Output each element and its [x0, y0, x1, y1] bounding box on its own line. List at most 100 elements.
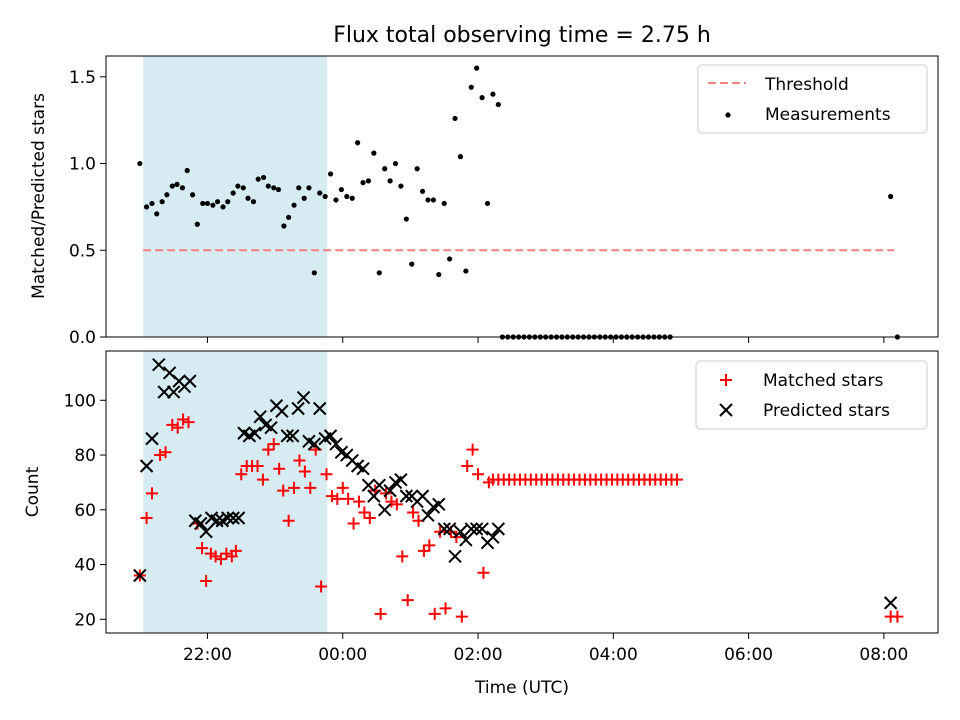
chart-title: Flux total observing time = 2.75 h	[333, 23, 711, 48]
predicted-star-point	[291, 401, 305, 416]
measurement-point	[174, 181, 180, 187]
measurement-point	[409, 261, 415, 267]
measurement-point	[457, 154, 464, 160]
matched-star-point	[277, 484, 290, 497]
measurement-point	[436, 271, 442, 278]
matched-star-point	[342, 492, 355, 505]
matched-star-point	[891, 610, 904, 623]
measurement-point	[291, 202, 297, 208]
matched-star-point	[214, 553, 227, 566]
measurement-point	[403, 216, 409, 222]
measurement-point	[164, 192, 170, 198]
count-panel-x-axis: 22:00 00:00 02:00 04:00 06:00 08:00	[183, 633, 908, 665]
measurement-point	[333, 197, 339, 203]
measurement-point	[463, 268, 469, 274]
matched-star-point	[288, 481, 301, 494]
measurement-point	[495, 101, 501, 108]
measurement-point	[225, 199, 231, 205]
matched-star-point	[407, 506, 420, 519]
measurement-point	[490, 91, 496, 97]
measurement-point	[392, 160, 399, 167]
x-tick-label: 06:00	[724, 645, 773, 665]
measurement-point	[371, 150, 377, 156]
ratio-series-dot	[137, 65, 901, 340]
matched-star-point	[282, 514, 295, 527]
matched-star-point	[209, 550, 222, 563]
measurement-point	[245, 195, 251, 201]
predicted-star-point	[442, 522, 457, 536]
matched-star-point	[200, 574, 213, 587]
measurement-point	[194, 221, 200, 227]
measurement-point	[215, 199, 221, 205]
measurement-point	[468, 84, 474, 90]
predicted-star-point	[139, 459, 154, 473]
predicted-star-point	[883, 596, 898, 610]
predicted-star-point	[469, 522, 484, 536]
matched-star-point	[390, 498, 403, 511]
matched-star-point	[267, 438, 280, 451]
matched-star-point	[320, 468, 333, 481]
measurement-point	[210, 202, 216, 208]
measurement-point	[327, 171, 334, 177]
predicted-star-point	[193, 516, 208, 531]
matched-star-point	[450, 531, 463, 544]
predicted-star-point	[323, 429, 338, 443]
measurement-point	[452, 115, 458, 122]
measurement-point	[317, 190, 323, 196]
measurement-point	[349, 195, 355, 201]
matched-star-point	[196, 542, 209, 555]
measurement-point	[230, 190, 236, 196]
measurement-point	[200, 200, 206, 207]
measurement-point	[387, 178, 393, 184]
predicted-star-point	[248, 426, 262, 440]
x-tick-label: 22:00	[183, 645, 232, 665]
predicted-star-point	[464, 522, 478, 536]
count-legend-box	[695, 360, 928, 430]
predicted-star-point	[166, 385, 181, 399]
predicted-star-point	[313, 401, 327, 416]
measurement-point	[338, 186, 344, 193]
measurement-point	[311, 270, 317, 276]
measurement-point	[204, 200, 211, 207]
matched-star-point	[293, 454, 306, 467]
predicted-star-point	[437, 522, 451, 536]
predicted-star-point	[221, 511, 235, 525]
predicted-star-point	[421, 508, 435, 522]
legend-measurements-swatch	[725, 112, 731, 118]
measurement-point	[306, 185, 312, 191]
measurement-point	[143, 204, 150, 210]
ratio-legend-box	[697, 64, 928, 134]
x-tick-label: 04:00	[589, 645, 638, 665]
measurement-point	[240, 185, 246, 191]
ratio-y-tick-label: 0.0	[69, 328, 96, 348]
predicted-star-point	[152, 357, 166, 372]
measurement-point	[447, 256, 453, 262]
count-panel-y-label: Count	[23, 466, 43, 517]
count-series-plus	[133, 413, 904, 623]
matched-star-point	[177, 413, 190, 426]
matched-star-point	[670, 473, 683, 486]
matched-star-point	[262, 443, 275, 456]
predicted-star-point	[356, 462, 370, 476]
measurement-point	[484, 200, 491, 207]
measurement-point	[365, 178, 372, 184]
x-tick-label: 08:00	[859, 645, 908, 665]
matched-star-point	[439, 602, 452, 615]
predicted-star-point	[377, 503, 392, 517]
predicted-star-point	[491, 522, 506, 536]
predicted-star-point	[183, 374, 197, 388]
measurement-point	[322, 193, 328, 200]
matched-star-point	[182, 416, 195, 429]
measurement-point	[255, 176, 261, 182]
predicted-star-point	[415, 489, 430, 503]
ratio-legend: Threshold Measurements	[697, 64, 928, 134]
ratio-panel-y-axis: 0.0 0.5 1.0 1.5	[69, 68, 106, 348]
count-legend: Matched stars Predicted stars	[695, 360, 928, 430]
measurement-point	[137, 160, 143, 167]
predicted-star-point	[448, 549, 462, 564]
predicted-star-point	[145, 431, 159, 446]
matched-star-point	[466, 443, 479, 456]
count-panel-frame	[105, 350, 939, 634]
matched-star-point	[145, 487, 158, 500]
